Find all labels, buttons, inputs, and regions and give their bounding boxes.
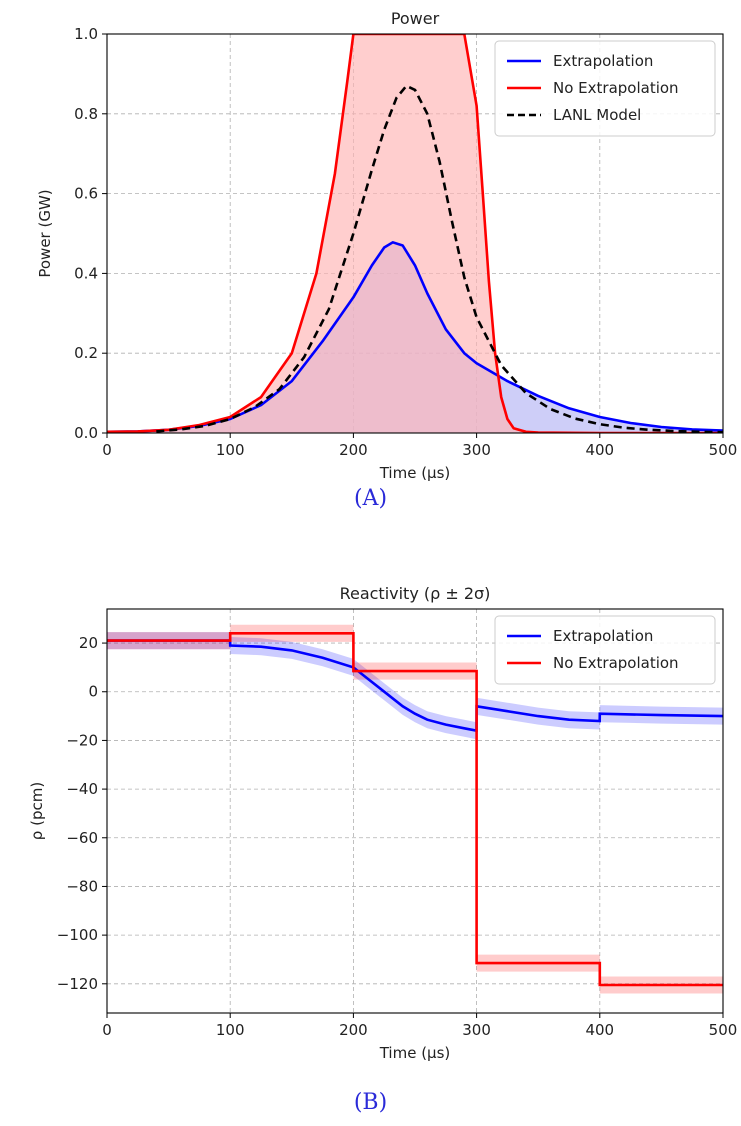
y-tick-label: 0.2 (74, 344, 98, 362)
y-axis-label: Power (GW) (36, 189, 54, 277)
legend-frame (494, 40, 716, 137)
y-tick-label: 1.0 (74, 25, 98, 43)
legend-label: Extrapolation (553, 52, 653, 70)
legend-label: No Extrapolation (553, 654, 679, 672)
x-tick-label: 300 (462, 441, 491, 459)
plot-area (107, 34, 723, 433)
y-tick-label: 0.4 (74, 264, 98, 282)
x-tick-label: 300 (462, 1021, 491, 1039)
legend: Extrapolation No Extrapolation (494, 615, 716, 685)
y-tick-label: −120 (57, 975, 98, 993)
y-tick-label: −80 (66, 877, 98, 895)
x-tick-label: 0 (102, 1021, 112, 1039)
x-tick-label: 200 (339, 441, 368, 459)
y-tick-label: −40 (66, 780, 98, 798)
caption-b: (B) (353, 1090, 388, 1115)
x-tick-label: 400 (585, 1021, 614, 1039)
x-tick-label: 500 (709, 1021, 738, 1039)
chart-2: 0 100 200 300 400 500200−20−40−60−80−100−120R… (28, 584, 737, 1062)
uncertainty-band (107, 632, 723, 740)
series-line (107, 631, 723, 987)
y-tick-label: −100 (57, 926, 98, 944)
legend: Extrapolation No Extrapolation LANL Model (494, 40, 716, 137)
x-tick-label: 100 (216, 1021, 245, 1039)
y-tick-label: 0.8 (74, 105, 98, 123)
caption-a: (A) (353, 486, 388, 511)
y-tick-label: 0.0 (74, 424, 98, 442)
y-axis-label: ρ (pcm) (28, 782, 46, 840)
series-line (107, 639, 723, 733)
axes-frame (106, 33, 724, 434)
chart-title: Power (391, 9, 440, 28)
series-line (107, 34, 723, 433)
x-tick-label: 500 (709, 441, 738, 459)
x-axis-label: Time (μs) (379, 464, 451, 482)
series-line (156, 84, 723, 433)
legend-label: No Extrapolation (553, 79, 679, 97)
x-tick-label: 200 (339, 1021, 368, 1039)
chart-1: 0 100 200 300 400 500 0.0 0.2 0.4 0.6 0.8 1.0 Power T… (36, 9, 737, 482)
y-tick-label: −20 (66, 731, 98, 749)
y-tick-label: 20 (79, 634, 98, 652)
x-tick-label: 400 (585, 441, 614, 459)
y-tick-label: 0.6 (74, 185, 98, 203)
plot-area (107, 624, 723, 994)
axes-frame (106, 608, 724, 1014)
area-fill (107, 34, 723, 433)
x-tick-label: 0 (102, 441, 112, 459)
y-tick-label: −60 (66, 829, 98, 847)
chart-title: Reactivity (ρ ± 2σ) (340, 584, 491, 603)
legend-frame (494, 615, 716, 685)
x-axis-label: Time (μs) (379, 1044, 451, 1062)
legend-label: LANL Model (553, 106, 641, 124)
legend-label: Extrapolation (553, 627, 653, 645)
y-tick-label: 0 (88, 683, 98, 701)
x-tick-label: 100 (216, 441, 245, 459)
